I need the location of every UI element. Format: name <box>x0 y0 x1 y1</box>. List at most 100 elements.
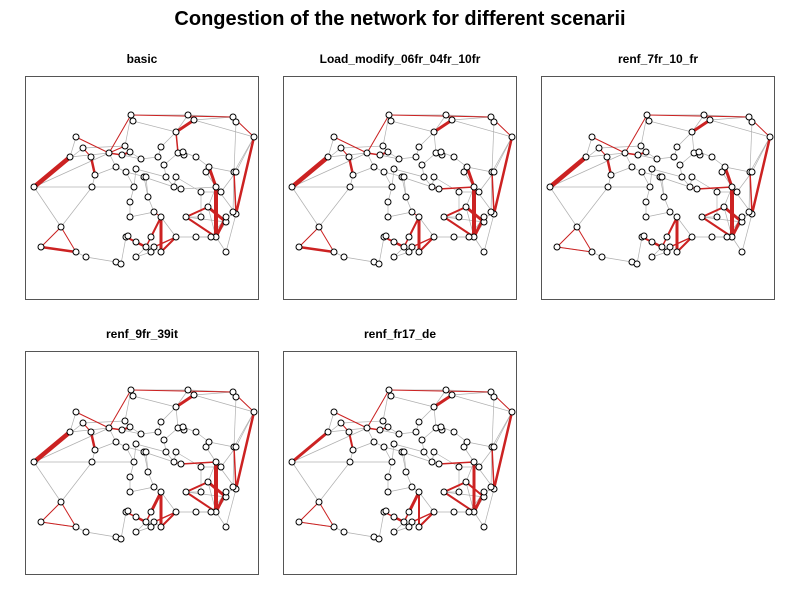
network-edge <box>393 443 425 453</box>
network-node <box>390 528 398 536</box>
network-node <box>408 518 416 526</box>
network-edge <box>291 152 368 188</box>
network-edge <box>483 488 495 528</box>
network-node <box>463 163 471 171</box>
network-node <box>330 408 338 416</box>
network-node <box>653 155 661 163</box>
network-nodes <box>30 111 258 268</box>
network-edge <box>175 451 202 468</box>
network-edge <box>378 511 385 540</box>
network-node <box>382 232 390 240</box>
network-node <box>487 208 495 216</box>
congested-edge <box>149 490 163 514</box>
congested-edge <box>174 118 196 134</box>
network-node <box>384 473 392 481</box>
network-node <box>157 523 165 531</box>
network-node <box>346 458 354 466</box>
network-node <box>415 488 423 496</box>
network-edge <box>387 211 413 218</box>
network-node <box>408 208 416 216</box>
network-node <box>121 417 129 425</box>
network-node <box>638 168 646 176</box>
network-node <box>490 443 498 451</box>
network-node <box>232 168 240 176</box>
network-edge <box>443 216 485 223</box>
network-node <box>745 208 753 216</box>
network-node <box>430 508 438 516</box>
network-node <box>170 183 178 191</box>
network-node <box>288 183 296 191</box>
congested-edge <box>233 171 237 215</box>
network-node <box>370 163 378 171</box>
network-edge <box>466 166 493 173</box>
network-edge <box>598 145 642 149</box>
network-node <box>470 183 478 191</box>
network-node <box>388 183 396 191</box>
network-node <box>363 149 371 157</box>
congested-edge <box>130 114 234 118</box>
network-edge <box>185 491 227 498</box>
panel-title-load-modify: Load_modify_06fr_04fr_10fr <box>319 52 481 66</box>
network-node <box>400 243 408 251</box>
network-edge <box>352 166 375 176</box>
network-edge <box>129 211 155 218</box>
network-node <box>337 419 345 427</box>
network-edge <box>193 394 255 413</box>
congested-edge <box>701 206 725 218</box>
network-node <box>646 183 654 191</box>
congested-edge <box>556 246 593 253</box>
congested-edge <box>388 389 492 393</box>
network-node <box>698 213 706 221</box>
congested-edge <box>491 446 495 490</box>
network-edge <box>343 256 375 263</box>
congested-edge <box>556 226 578 248</box>
congested-edge <box>443 481 467 493</box>
network-node <box>663 233 671 241</box>
network-edge <box>451 119 513 138</box>
network-node <box>435 185 443 193</box>
network-edge <box>225 488 237 528</box>
network-node <box>179 148 187 156</box>
congested-edge <box>298 521 335 528</box>
network-node <box>660 193 668 201</box>
network-node <box>490 118 498 126</box>
network-node <box>676 161 684 169</box>
network-node <box>380 168 388 176</box>
network-node <box>390 253 398 261</box>
network-node <box>37 243 45 251</box>
congested-edge <box>366 114 390 154</box>
congested-edge <box>60 226 77 253</box>
network-node <box>363 424 371 432</box>
network-node <box>440 488 448 496</box>
network-node <box>648 253 656 261</box>
network-node <box>126 198 134 206</box>
network-edge <box>378 236 385 265</box>
congested-edge <box>185 206 209 218</box>
congested-edge <box>180 461 217 465</box>
network-node <box>603 153 611 161</box>
network-node <box>345 428 353 436</box>
network-node <box>738 248 746 256</box>
network-node <box>142 173 150 181</box>
network-panel-load-modify <box>283 76 517 300</box>
network-edge <box>493 136 513 173</box>
network-node <box>126 423 134 431</box>
network-node <box>470 458 478 466</box>
network-node <box>91 171 99 179</box>
network-node <box>222 523 230 531</box>
network-node <box>202 443 210 451</box>
network-node <box>508 133 516 141</box>
network-node <box>450 428 458 436</box>
network-node <box>400 448 408 456</box>
network-node <box>118 151 126 159</box>
congested-edges <box>31 389 256 529</box>
network-node <box>688 128 696 136</box>
network-edge <box>120 236 127 265</box>
network-node <box>204 203 212 211</box>
network-node <box>748 168 756 176</box>
network-graph-renf-9fr <box>30 386 258 543</box>
network-node <box>192 508 200 516</box>
network-node <box>142 243 150 251</box>
network-node <box>693 185 701 193</box>
network-edge <box>709 116 750 121</box>
